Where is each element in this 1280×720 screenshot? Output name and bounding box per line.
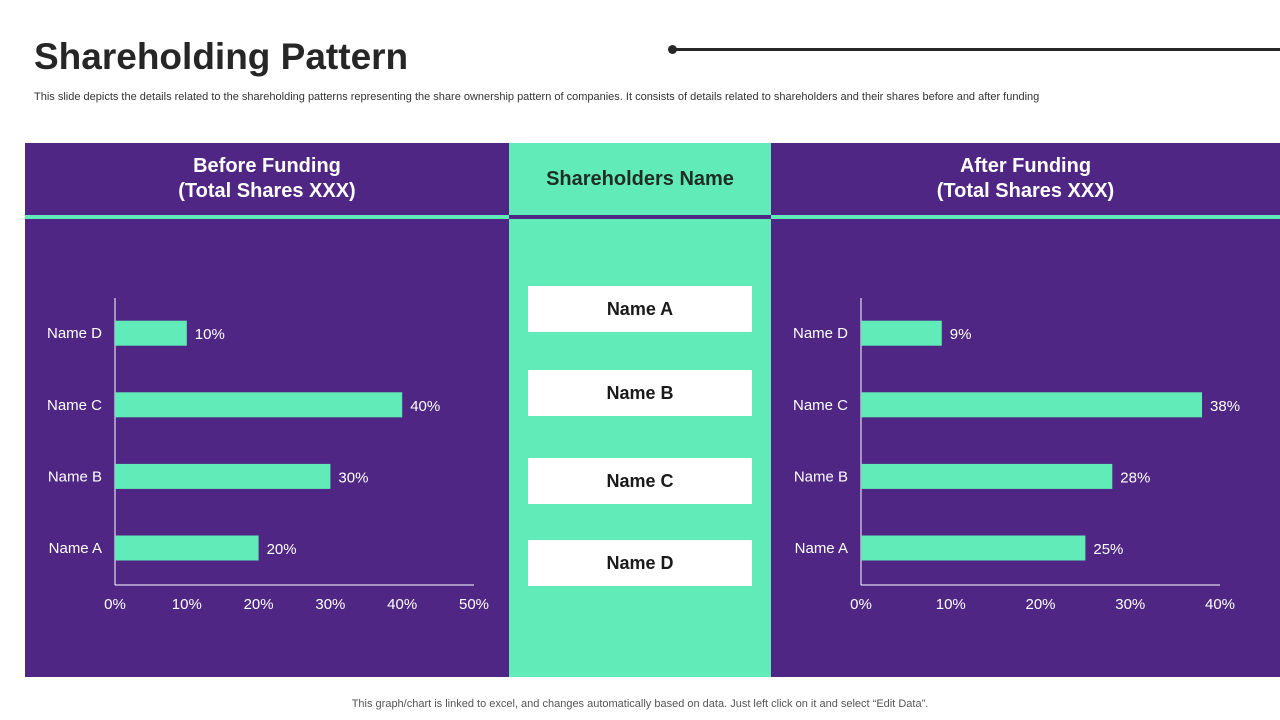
chart-before-bar-name-a[interactable] [115,535,259,561]
chart-after-x-tick-label: 0% [850,596,872,613]
chart-before-x-tick-label: 40% [387,596,417,613]
before-funding-header-rule [25,215,509,219]
chart-before-value-label: 10% [195,326,225,343]
chart-after-x-tick-label: 40% [1205,596,1235,613]
chart-before-category-label: Name B [48,468,102,485]
chart-before-x-tick-label: 20% [244,596,274,613]
after-funding-chart[interactable]: 0% 10% 20% 30% 40% Name A 25% Name B 28% Name C 38… [771,143,1280,677]
shareholders-title: Shareholders Name [546,167,734,190]
chart-after-x-tick-label: 10% [936,596,966,613]
chart-after-category-label: Name C [793,397,848,414]
after-funding-header: After Funding (Total Shares XXX) [771,143,1280,215]
chart-before-bar-name-b[interactable] [115,463,331,489]
page-title: Shareholding Pattern [34,36,409,77]
shareholder-name-box: Name A [528,286,752,332]
before-funding-title: Before Funding [193,155,341,177]
footer-note: This graph/chart is linked to excel, and… [351,698,929,710]
chart-after-category-label: Name A [795,540,848,557]
chart-before-x-tick-label: 30% [315,596,345,613]
chart-after-x-tick-label: 30% [1115,596,1145,613]
decorative-line [672,48,1280,51]
shareholder-name-box: Name B [528,370,752,416]
chart-after-x-tick-label: 20% [1025,596,1055,613]
chart-before-bar-name-c[interactable] [115,392,403,418]
after-funding-total-shares: (Total Shares XXX) [936,180,1115,202]
after-funding-header-rule [771,215,1280,219]
before-funding-header: Before Funding (Total Shares XXX) [25,143,509,215]
shareholders-panel: Shareholders Name Name A Name B Name C N… [509,143,771,677]
before-funding-total-shares: (Total Shares XXX) [178,180,356,202]
chart-after-value-label: 25% [1093,541,1123,558]
chart-before-category-label: Name C [47,397,102,414]
before-funding-panel: Before Funding (Total Shares XXX) 0% 10% 2… [25,143,509,677]
chart-after-bar-name-a[interactable] [861,535,1086,561]
chart-before-category-label: Name A [49,540,102,557]
after-funding-title: After Funding [959,155,1092,177]
chart-before-x-tick-label: 50% [459,596,489,613]
shareholder-name-box: Name D [528,540,752,586]
decorative-dot [668,45,677,54]
chart-before-x-tick-label: 10% [172,596,202,613]
chart-after-value-label: 38% [1210,398,1240,415]
chart-before-category-label: Name D [47,325,102,342]
chart-after-value-label: 28% [1120,469,1150,486]
shareholder-name-box: Name C [528,458,752,504]
chart-after-value-label: 9% [950,326,972,343]
chart-before-value-label: 20% [267,541,297,558]
chart-after-category-label: Name D [793,325,848,342]
chart-before-x-tick-label: 0% [104,596,126,613]
chart-after-bar-name-d[interactable] [861,320,942,346]
chart-before-value-label: 40% [410,398,440,415]
page-subtitle: This slide depicts the details related t… [34,91,1040,103]
chart-after-bar-name-b[interactable] [861,463,1113,489]
after-funding-panel: After Funding (Total Shares XXX) 0% 10% 20… [771,143,1280,677]
chart-before-bar-name-d[interactable] [115,320,187,346]
chart-before-value-label: 30% [338,469,368,486]
chart-after-category-label: Name B [794,468,848,485]
chart-after-bar-name-c[interactable] [861,392,1203,418]
shareholders-header-rule [509,215,771,219]
before-funding-chart[interactable]: 0% 10% 20% 30% 40% 50% Name A 20% Name B 30% Name … [25,143,509,677]
shareholders-header: Shareholders Name [509,143,771,215]
